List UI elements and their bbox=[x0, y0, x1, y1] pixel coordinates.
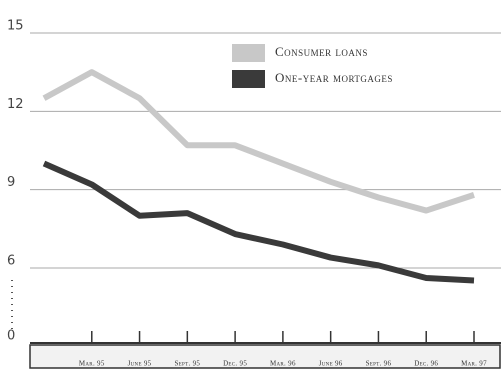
legend-swatch bbox=[232, 70, 265, 88]
x-tick-label: Dec. 96 bbox=[414, 360, 438, 368]
y-tick-label: 0 bbox=[7, 329, 15, 344]
y-tick-label: 15 bbox=[7, 19, 24, 34]
legend-label: Consumer loans bbox=[275, 44, 368, 59]
x-tick-label: Mar. 95 bbox=[79, 360, 105, 368]
x-tick-label: Mar. 97 bbox=[461, 360, 487, 368]
y-tick-label: 9 bbox=[7, 175, 15, 190]
x-tick-label: Sept. 95 bbox=[174, 360, 200, 368]
legend-swatch bbox=[232, 44, 265, 62]
x-tick-label: Sept. 96 bbox=[366, 360, 392, 368]
axis-box bbox=[29, 344, 501, 369]
x-tick-label: Mar. 96 bbox=[270, 360, 296, 368]
y-tick-label: 6 bbox=[7, 254, 15, 269]
series-line bbox=[42, 69, 475, 214]
legend-label: One-year mortgages bbox=[275, 70, 393, 85]
y-tick-label: 12 bbox=[7, 97, 24, 112]
x-tick-label: June 96 bbox=[319, 360, 343, 368]
series-line bbox=[42, 160, 475, 284]
x-tick-label: June 95 bbox=[128, 360, 152, 368]
x-tick-label: Dec. 95 bbox=[223, 360, 247, 368]
